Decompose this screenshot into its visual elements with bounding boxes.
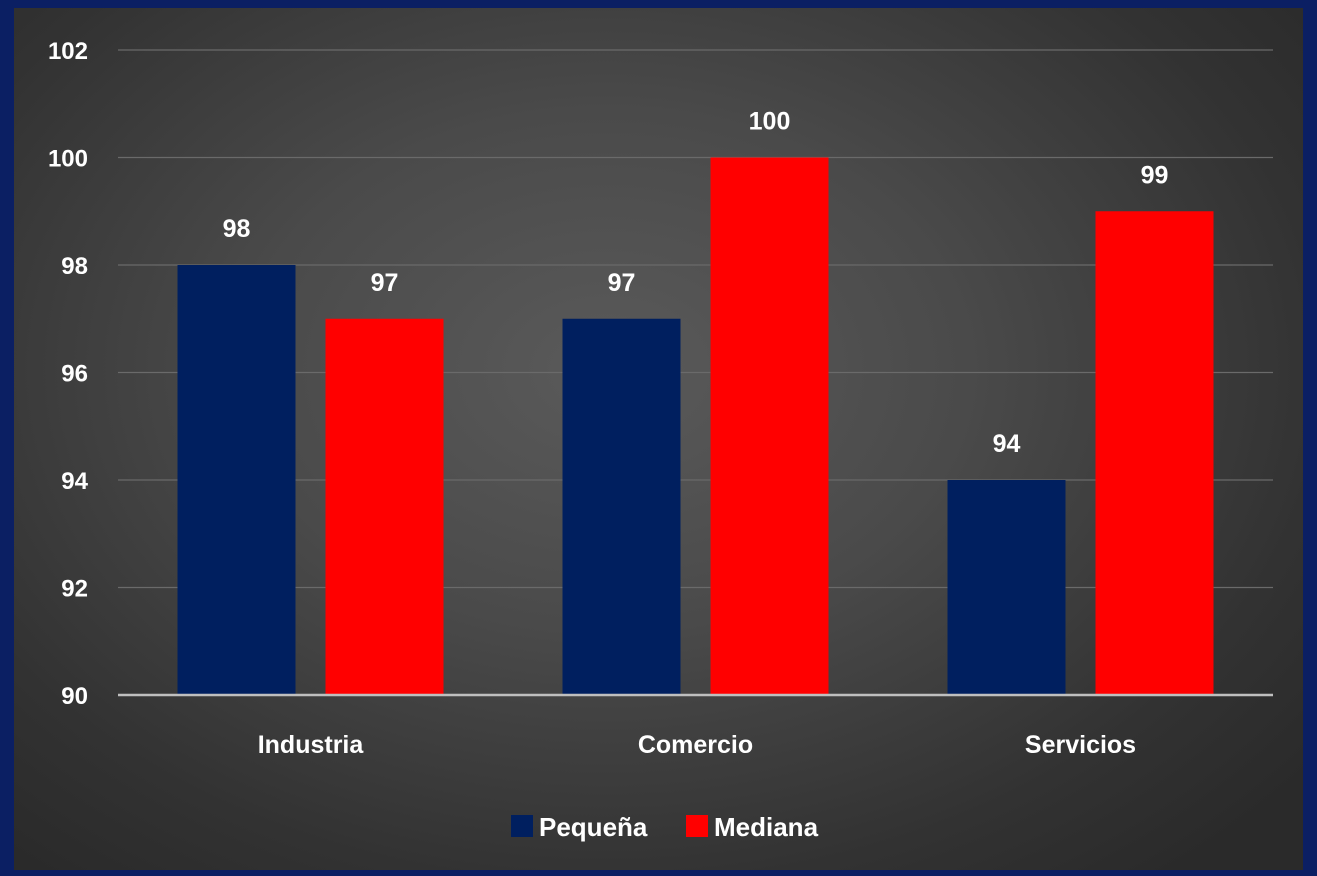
y-tick-label: 90 xyxy=(61,683,88,710)
x-category-label: Comercio xyxy=(638,731,753,759)
legend-label: Pequeña xyxy=(539,812,648,842)
y-tick-label: 96 xyxy=(61,361,88,388)
y-tick-label: 94 xyxy=(61,468,88,495)
data-label: 97 xyxy=(371,269,399,297)
legend-label: Mediana xyxy=(714,812,819,842)
bar-mediana-servicios xyxy=(1095,211,1214,695)
y-tick-label: 102 xyxy=(48,38,88,65)
data-label: 100 xyxy=(749,108,791,136)
data-label: 99 xyxy=(1141,161,1169,189)
data-label: 94 xyxy=(993,430,1021,458)
bar-mediana-industria xyxy=(325,318,444,695)
bar-pequeña-comercio xyxy=(562,318,681,695)
legend: Pequeña Mediana xyxy=(511,812,819,842)
bars xyxy=(177,157,1214,695)
bar-pequeña-industria xyxy=(177,265,296,695)
y-tick-label: 98 xyxy=(61,253,88,280)
data-labels: 98 97 97 100 94 99 xyxy=(223,108,1169,459)
data-label: 98 xyxy=(223,215,251,243)
x-category-label: Industria xyxy=(258,731,365,759)
gridlines xyxy=(118,49,1273,589)
y-axis-ticks: 90 92 94 96 98 100 102 xyxy=(48,38,89,710)
x-category-label: Servicios xyxy=(1025,731,1136,759)
bar-pequeña-servicios xyxy=(947,480,1066,695)
y-tick-label: 92 xyxy=(61,576,88,603)
bar-mediana-comercio xyxy=(710,157,829,695)
y-tick-label: 100 xyxy=(48,146,88,173)
data-label: 97 xyxy=(608,269,636,297)
x-axis-categories: Industria Comercio Servicios xyxy=(258,731,1136,759)
legend-swatch-mediana xyxy=(686,815,708,837)
legend-swatch-pequeña xyxy=(511,815,533,837)
